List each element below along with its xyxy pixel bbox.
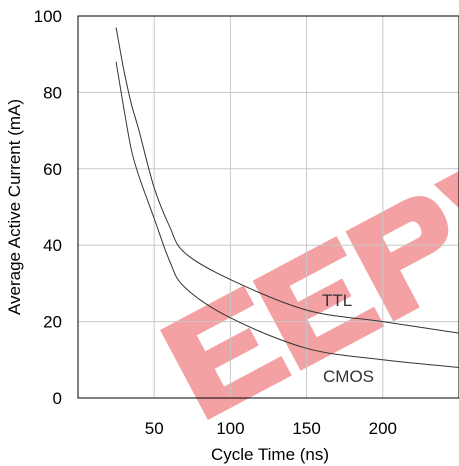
x-tick-label: 200: [369, 419, 397, 438]
y-tick-label: 60: [43, 160, 62, 179]
x-tick-label: 100: [216, 419, 244, 438]
grid: [78, 16, 459, 398]
y-tick-labels: 0 20 40 60 80 100: [34, 7, 62, 408]
y-tick-label: 80: [43, 83, 62, 102]
x-tick-labels: 50 100 150 200: [145, 419, 397, 438]
series-label-cmos: CMOS: [323, 367, 374, 386]
x-tick-label: 150: [292, 419, 320, 438]
x-tick-label: 50: [145, 419, 164, 438]
x-axis-title: Cycle Time (ns): [211, 445, 329, 464]
series-line-cmos: [115, 61, 459, 368]
series-label-ttl: TTL: [322, 291, 352, 310]
series-line-ttl: [115, 27, 459, 334]
y-axis-title: Average Active Current (mA): [5, 99, 24, 315]
watermark-logo: [160, 139, 459, 421]
y-tick-label: 40: [43, 236, 62, 255]
y-tick-label: 0: [53, 389, 62, 408]
y-tick-label: 20: [43, 313, 62, 332]
y-tick-label: 100: [34, 7, 62, 26]
plot-frame: [77, 15, 459, 399]
series-group: [115, 27, 459, 368]
